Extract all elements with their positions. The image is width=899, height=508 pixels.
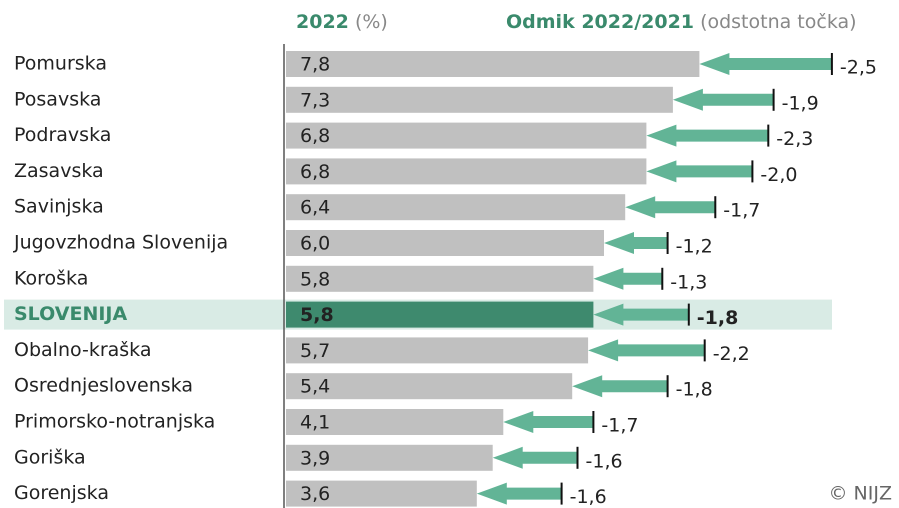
change-arrow [646, 124, 769, 147]
bar [286, 337, 589, 364]
header-value-unit: (%) [355, 11, 388, 33]
category-label: Obalno-kraška [14, 339, 151, 361]
header-value-title: 2022 [296, 11, 349, 33]
bar-value-label: 7,8 [300, 54, 330, 76]
bar-value-label: 3,9 [300, 447, 330, 469]
bar [286, 194, 626, 221]
change-arrow [588, 339, 705, 362]
change-value-label: -1,2 [676, 236, 713, 258]
change-arrow [646, 160, 753, 183]
header-change: Odmik 2022/2021 (odstotna točka) [506, 11, 857, 33]
change-value-label: -2,2 [713, 343, 750, 365]
bar-value-label: 6,8 [300, 161, 330, 183]
bar [286, 51, 700, 77]
category-label: Pomurska [14, 53, 107, 75]
change-arrow [593, 267, 663, 290]
bar-value-label: 6,8 [300, 125, 330, 147]
bar [286, 480, 477, 507]
bar-value-label: 5,8 [300, 268, 330, 290]
change-arrow [699, 53, 832, 75]
bar-value-label: 3,6 [300, 483, 330, 505]
bar [286, 373, 573, 400]
bar-value-label: 6,0 [300, 233, 330, 255]
bar [286, 301, 594, 328]
bar [286, 409, 504, 435]
bar [286, 86, 673, 113]
change-arrow [572, 375, 668, 398]
category-label: Primorsko-notranjska [14, 411, 215, 433]
change-arrow [476, 482, 562, 505]
change-value-label: -1,7 [723, 200, 760, 222]
bar-value-label: 6,4 [300, 197, 330, 219]
change-value-label: -1,6 [586, 450, 623, 472]
category-label: Osrednjeslovenska [14, 375, 193, 397]
header-value: 2022 (%) [296, 11, 388, 33]
bar [286, 444, 493, 471]
change-value-label: -2,3 [776, 128, 813, 150]
change-arrow [593, 303, 689, 326]
category-label: Gorenjska [14, 482, 109, 504]
bar [286, 158, 647, 185]
category-label: Savinjska [14, 196, 104, 218]
change-arrow [604, 232, 668, 254]
header-change-title: Odmik 2022/2021 [506, 11, 694, 33]
category-label: Zasavska [14, 160, 104, 182]
change-arrow [625, 196, 716, 219]
change-arrow [492, 446, 578, 469]
bar-value-label: 4,1 [300, 412, 330, 434]
change-value-label: -1,7 [601, 415, 638, 437]
bar-value-label: 7,3 [300, 89, 330, 111]
change-value-label: -1,6 [570, 486, 607, 508]
category-label: Jugovzhodna Slovenija [13, 232, 228, 254]
category-label: Posavska [14, 88, 101, 110]
category-label: SLOVENIJA [14, 303, 127, 325]
category-label: Koroška [14, 267, 88, 289]
header-change-unit: (odstotna točka) [700, 11, 857, 33]
bar [286, 230, 604, 256]
change-value-label: -1,3 [670, 271, 707, 293]
bar [286, 122, 647, 149]
category-label: Podravska [14, 124, 111, 146]
bar-value-label: 5,4 [300, 376, 330, 398]
bar-value-label: 5,7 [300, 340, 330, 362]
bar [286, 265, 594, 292]
change-value-label: -1,9 [782, 92, 819, 114]
change-arrow [503, 411, 594, 433]
change-value-label: -2,5 [840, 57, 877, 79]
credit: © NIJZ [829, 483, 892, 505]
change-value-label: -1,8 [676, 379, 713, 401]
change-value-label: -2,0 [760, 164, 797, 186]
change-value-label: -1,8 [697, 307, 739, 329]
change-arrow [672, 88, 774, 111]
bar-value-label: 5,8 [300, 304, 334, 326]
category-label: Goriška [14, 446, 86, 468]
